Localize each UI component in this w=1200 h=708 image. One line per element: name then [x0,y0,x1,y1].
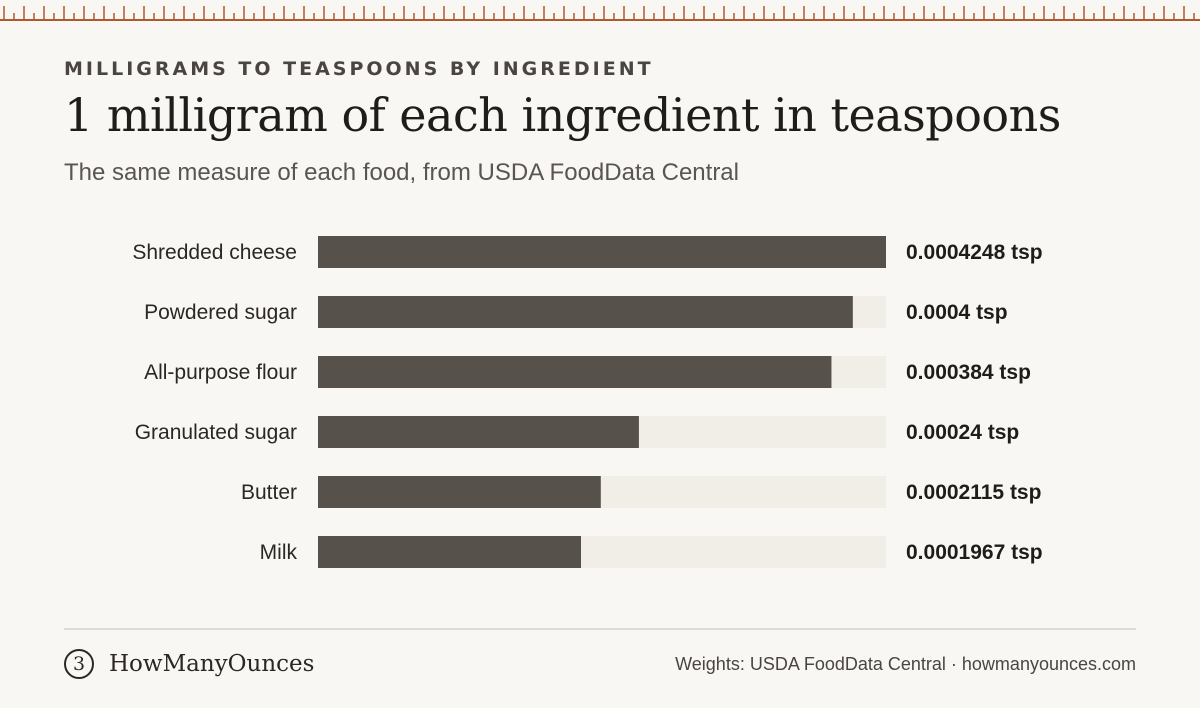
category-label: Granulated sugar [135,421,297,444]
category-label: Milk [260,541,298,564]
category-label: Shredded cheese [132,241,297,264]
value-label: 0.0002115 tsp [906,481,1041,504]
source-note: Weights: USDA FoodData Central · howmany… [675,654,1136,674]
bar [318,476,601,508]
chart-subtitle: The same measure of each food, from USDA… [64,159,739,186]
chart-title: 1 milligram of each ingredient in teaspo… [64,88,1061,142]
footer-divider [64,628,1136,630]
category-label: Powdered sugar [144,301,297,324]
bar [318,296,853,328]
bar [318,536,582,568]
chart-eyebrow: MILLIGRAMS TO TEASPOONS BY INGREDIENT [64,58,654,80]
value-label: 0.0004248 tsp [906,241,1043,264]
bar [318,236,886,268]
bar [318,356,832,388]
bar-chart: Shredded cheese 0.0004248 tsp Powdered sug… [132,236,1043,568]
category-label: All-purpose flour [144,361,297,384]
brand-name: HowManyOunces [109,651,315,677]
value-label: 0.00024 tsp [906,421,1019,444]
category-label: Butter [241,481,297,504]
value-label: 0.0004 tsp [906,301,1008,324]
brand-logo[interactable]: 3 HowManyOunces [64,649,314,679]
value-label: 0.0001967 tsp [906,541,1043,564]
bar [318,416,639,448]
ruler-decoration [0,6,1200,21]
logo-mark-icon: 3 [64,649,94,679]
value-label: 0.000384 tsp [906,361,1031,384]
